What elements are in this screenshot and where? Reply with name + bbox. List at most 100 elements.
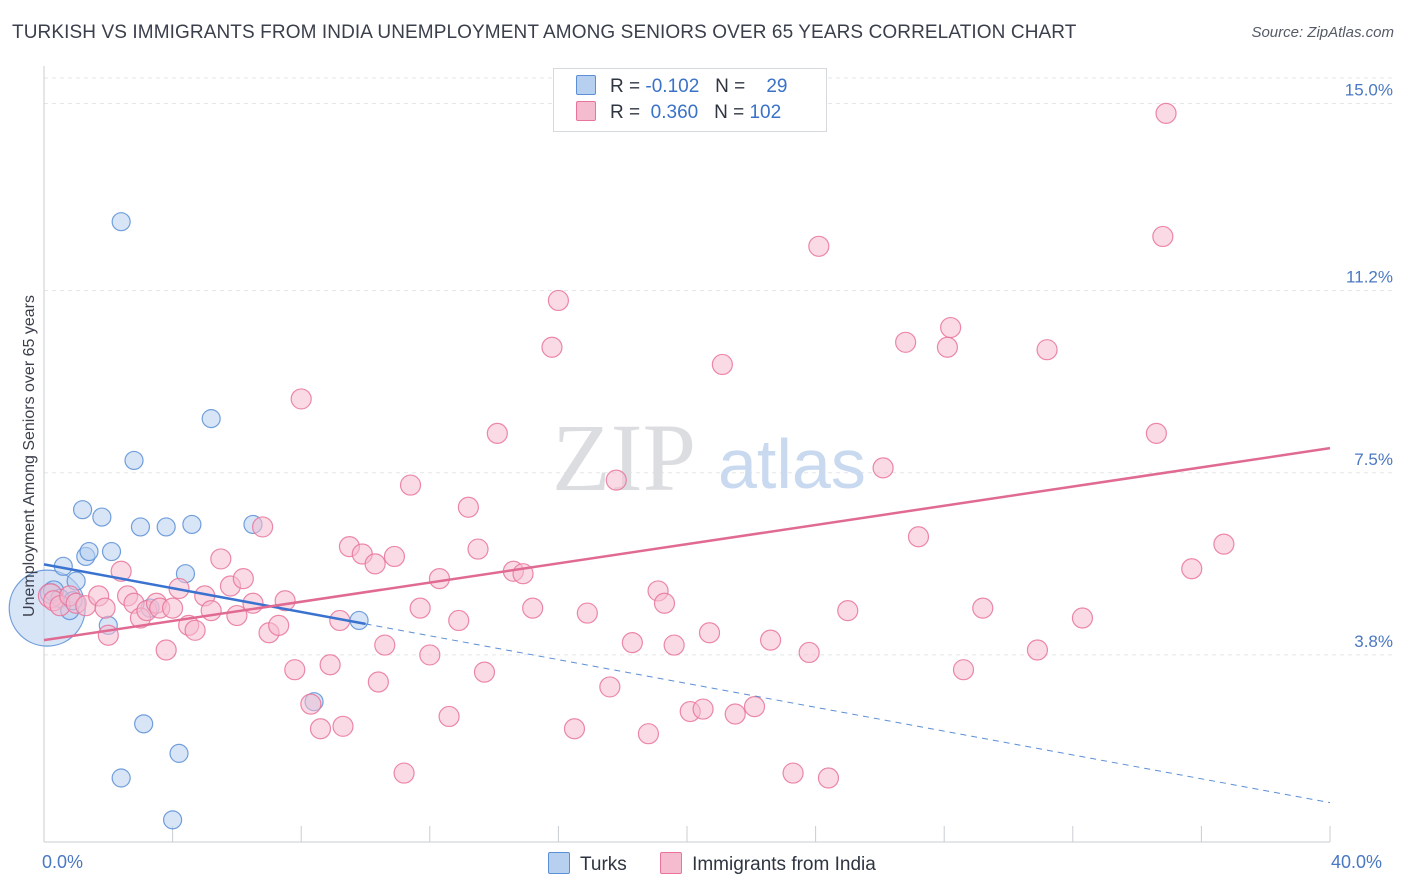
legend-n-value-india: 102 xyxy=(749,102,782,123)
turks-point-20 xyxy=(156,517,176,537)
india-point-55 xyxy=(486,422,508,444)
legend-r-label: R = xyxy=(610,102,641,123)
india-point-35 xyxy=(309,718,332,740)
india-point-72 xyxy=(698,622,721,644)
x-axis-max-label: 40.0% xyxy=(1331,852,1383,872)
india-point-76 xyxy=(759,629,782,651)
india-point-60 xyxy=(547,289,570,312)
india-point-95 xyxy=(1181,558,1203,580)
india-point-54 xyxy=(473,661,496,683)
turks-point-15 xyxy=(111,768,131,788)
india-point-44 xyxy=(383,545,406,568)
legend-n-label: N = xyxy=(715,76,746,97)
turks-point-16 xyxy=(124,450,144,471)
legend-r-label: R = xyxy=(610,76,641,97)
turks-point-8 xyxy=(72,500,93,520)
india-point-34 xyxy=(300,693,322,715)
india-point-63 xyxy=(599,676,621,698)
india-point-92 xyxy=(1145,422,1167,444)
legend-row-turks: R = -0.102 N = 29 xyxy=(576,75,787,101)
india-point-20 xyxy=(184,619,206,641)
india-point-41 xyxy=(364,553,386,575)
india-point-38 xyxy=(332,715,354,737)
series-legend: Turks Immigrants from India xyxy=(548,852,904,876)
india-point-86 xyxy=(940,316,962,339)
legend-swatch-turks xyxy=(576,75,596,95)
turks-point-22 xyxy=(169,743,189,763)
x-axis-min-label: 0.0% xyxy=(42,852,84,872)
y-tick-label-2: 11.2% xyxy=(1346,268,1393,287)
india-point-16 xyxy=(155,639,177,661)
india-point-33 xyxy=(290,388,312,410)
india-point-22 xyxy=(200,600,222,622)
india-point-62 xyxy=(576,602,598,624)
legend-swatch-india xyxy=(576,101,596,121)
turks-point-14 xyxy=(111,212,131,232)
turks-point-12 xyxy=(101,541,122,562)
india-trend-line xyxy=(43,446,1331,642)
india-point-89 xyxy=(1026,639,1049,661)
india-point-84 xyxy=(907,526,930,548)
legend-n-label: N = xyxy=(714,102,745,123)
india-point-9 xyxy=(110,560,132,582)
india-point-49 xyxy=(428,568,451,590)
legend-item-india: Immigrants from India xyxy=(660,852,876,876)
india-point-81 xyxy=(837,600,859,622)
india-point-91 xyxy=(1071,607,1094,629)
india-point-80 xyxy=(817,767,840,789)
turks-point-21 xyxy=(163,810,183,830)
india-point-8 xyxy=(97,624,119,646)
correlation-legend: R = -0.102 N = 29 R = 0.360 N = 102 xyxy=(553,68,827,132)
axes xyxy=(43,66,1331,843)
turks-point-17 xyxy=(130,517,151,537)
india-point-43 xyxy=(374,634,396,656)
india-point-82 xyxy=(872,457,894,479)
india-point-85 xyxy=(936,336,959,358)
india-point-93 xyxy=(1152,225,1174,248)
legend-swatch-turks xyxy=(548,852,570,874)
india-point-69 xyxy=(663,634,685,656)
india-point-23 xyxy=(210,548,232,570)
india-point-71 xyxy=(692,698,714,720)
y-axis-label: Unemployment Among Seniors over 65 years xyxy=(21,295,38,617)
legend-swatch-india xyxy=(660,852,683,874)
india-point-77 xyxy=(782,762,804,784)
watermark-zip: ZIP xyxy=(552,404,696,511)
y-tick-label-1: 7.5% xyxy=(1354,450,1393,469)
turks-point-24 xyxy=(182,514,202,535)
india-point-96 xyxy=(1213,533,1235,555)
legend-r-value-india: 0.360 xyxy=(650,102,699,123)
watermark: ZIP atlas xyxy=(552,404,866,511)
india-point-68 xyxy=(653,592,676,614)
legend-label-india: Immigrants from India xyxy=(692,854,876,875)
india-point-46 xyxy=(399,474,422,496)
y-tick-label-0: 3.8% xyxy=(1354,632,1393,651)
india-point-36 xyxy=(319,654,341,676)
india-point-61 xyxy=(563,718,586,740)
india-point-26 xyxy=(232,568,254,590)
india-point-58 xyxy=(522,597,544,619)
india-point-47 xyxy=(409,597,431,619)
india-point-52 xyxy=(457,496,479,518)
india-point-94 xyxy=(1155,102,1177,124)
legend-label-turks: Turks xyxy=(580,854,627,875)
india-point-88 xyxy=(972,597,994,619)
trend-lines xyxy=(43,446,1331,804)
india-point-79 xyxy=(808,235,830,257)
turks-point-25 xyxy=(201,409,221,429)
india-point-65 xyxy=(621,632,643,654)
india-point-7 xyxy=(94,597,116,619)
india-point-28 xyxy=(252,516,274,538)
legend-item-turks: Turks xyxy=(548,852,627,876)
india-point-53 xyxy=(467,538,489,560)
watermark-atlas: atlas xyxy=(718,425,866,503)
turks-point-10 xyxy=(79,541,99,562)
india-point-66 xyxy=(637,723,660,745)
india-point-75 xyxy=(743,696,766,718)
india-point-45 xyxy=(393,762,415,784)
chart-title: TURKISH VS IMMIGRANTS FROM INDIA UNEMPLO… xyxy=(12,22,1077,43)
turks-trend-line-extension xyxy=(365,623,1331,804)
india-point-83 xyxy=(895,331,917,353)
india-point-30 xyxy=(268,614,290,636)
